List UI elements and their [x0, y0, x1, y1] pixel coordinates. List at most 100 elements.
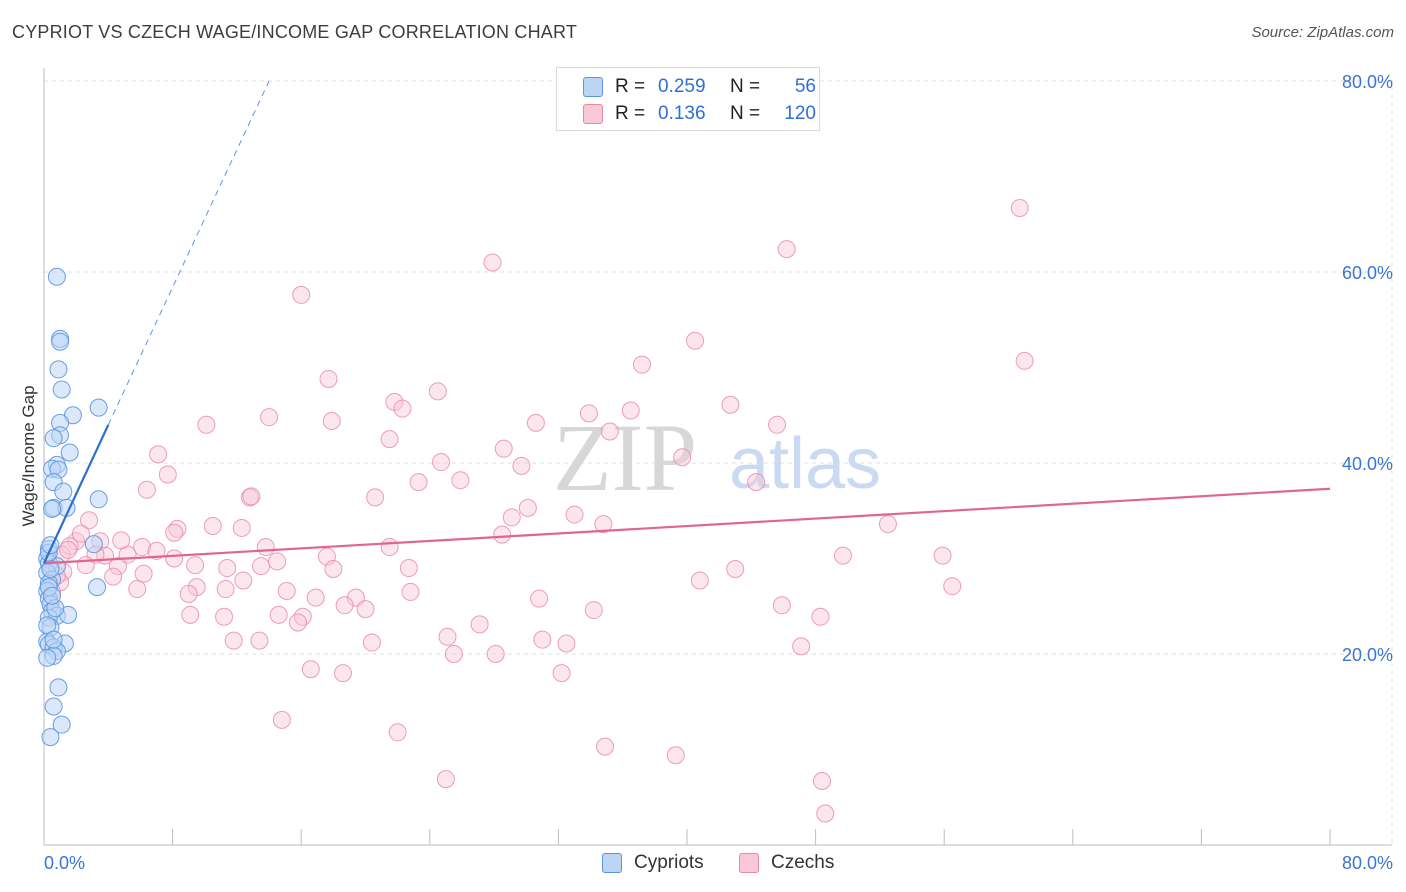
legend-item-czechs[interactable]: Czechs	[739, 852, 834, 874]
czechs-point	[197, 415, 216, 434]
cypriots-point	[41, 728, 60, 747]
czechs-point	[579, 404, 598, 423]
trend-lines	[43, 80, 1331, 565]
czechs-point	[272, 710, 291, 729]
czechs-point	[333, 664, 352, 683]
cypriots-point	[84, 535, 103, 554]
czechs-point	[584, 601, 603, 620]
czechs-point	[218, 559, 237, 578]
czechs-point	[80, 511, 99, 530]
legend-label-cypriots: Cypriots	[634, 852, 704, 873]
czechs-point	[772, 596, 791, 615]
czechs-point	[632, 355, 651, 374]
czechs-point	[493, 525, 512, 544]
czechs-point	[512, 456, 531, 475]
czechs-legend-swatch	[739, 853, 759, 873]
czechs-point	[203, 517, 222, 536]
y-tick-label: 80.0%	[1342, 72, 1393, 92]
stats-row-cypriots: R = 0.259 N = 56	[557, 73, 816, 101]
x-tick-label-max: 80.0%	[1342, 853, 1393, 873]
x-tick-label-min: 0.0%	[44, 853, 85, 873]
czechs-point	[721, 395, 740, 414]
n-value: 120	[784, 103, 816, 124]
cypriots-point	[44, 630, 63, 649]
legend-item-cypriots[interactable]: Cypriots	[602, 852, 704, 874]
czechs-point	[813, 772, 832, 791]
axes	[43, 68, 1393, 846]
czechs-point	[943, 577, 962, 596]
czechs-point	[552, 664, 571, 683]
czechs-point	[747, 473, 766, 492]
czechs-point	[438, 627, 457, 646]
czechs-point	[216, 580, 235, 599]
cypriots-point	[44, 429, 63, 448]
czechs-point	[134, 564, 153, 583]
czechs-point	[690, 571, 709, 590]
czechs-point	[292, 285, 311, 304]
cypriots-point	[88, 578, 107, 597]
source-label: Source: ZipAtlas.com	[1251, 24, 1394, 41]
czechs-point	[432, 453, 451, 472]
czechs-point	[792, 637, 811, 656]
czechs-point	[673, 448, 692, 467]
cypriots-point	[38, 648, 57, 667]
czechs-point	[179, 584, 198, 603]
czechs-point	[256, 538, 275, 557]
czechs-point	[470, 615, 489, 634]
czechs-point	[366, 488, 385, 507]
czechs-point	[76, 556, 95, 575]
czechs-point	[252, 557, 271, 576]
cypriots-point	[44, 697, 63, 716]
czechs-point	[486, 645, 505, 663]
czechs-point	[288, 613, 307, 632]
czechs-point	[428, 382, 447, 401]
watermark-atlas: atlas	[729, 424, 881, 504]
czechs-point	[526, 413, 545, 432]
czechs-point	[533, 630, 552, 649]
czechs-point	[293, 607, 312, 626]
czechs-points	[43, 199, 1034, 823]
czechs-point	[128, 580, 147, 599]
czechs-point	[59, 540, 78, 559]
cypriots-point	[43, 586, 62, 605]
cypriots-point	[49, 678, 68, 697]
czechs-point	[393, 399, 412, 418]
czechs-point	[833, 546, 852, 565]
y-tick-label: 20.0%	[1342, 645, 1393, 665]
czechs-point	[137, 480, 156, 499]
cypriots-point	[47, 267, 66, 286]
chart-title: CYPRIOT VS CZECH WAGE/INCOME GAP CORRELA…	[12, 22, 578, 42]
n-value: 56	[794, 76, 816, 97]
czechs-point	[71, 524, 90, 543]
czechs-point	[356, 600, 375, 619]
watermark-zip: ZIP	[553, 404, 697, 511]
czechs-point	[768, 415, 787, 434]
czechs-point	[399, 559, 418, 578]
czechs-point	[234, 571, 253, 590]
cypriots-point	[43, 499, 62, 518]
y-axis-label: Wage/Income Gap	[19, 385, 38, 526]
watermark: ZIP atlas	[553, 404, 881, 511]
czechs-point	[268, 552, 287, 571]
czechs-point	[444, 645, 463, 663]
czechs-point	[933, 546, 952, 565]
czechs-point	[104, 567, 123, 586]
czechs-point	[277, 581, 296, 600]
czechs-point	[260, 408, 279, 427]
czechs-point	[816, 804, 835, 823]
y-tick-label: 60.0%	[1342, 263, 1393, 283]
bottom-legend: Cypriots Czechs	[0, 852, 1406, 878]
czechs-point	[600, 422, 619, 441]
cypriots-points	[38, 267, 108, 747]
czechs-point	[686, 331, 705, 350]
czechs-point	[494, 439, 513, 458]
czechs-point	[811, 607, 830, 626]
czechs-point	[165, 549, 184, 568]
czechs-point	[518, 498, 537, 517]
czechs-point	[147, 541, 166, 560]
czechs-point	[557, 634, 576, 653]
czechs-point	[436, 770, 455, 789]
czechs-point	[306, 588, 325, 607]
czechs-point	[319, 369, 338, 388]
